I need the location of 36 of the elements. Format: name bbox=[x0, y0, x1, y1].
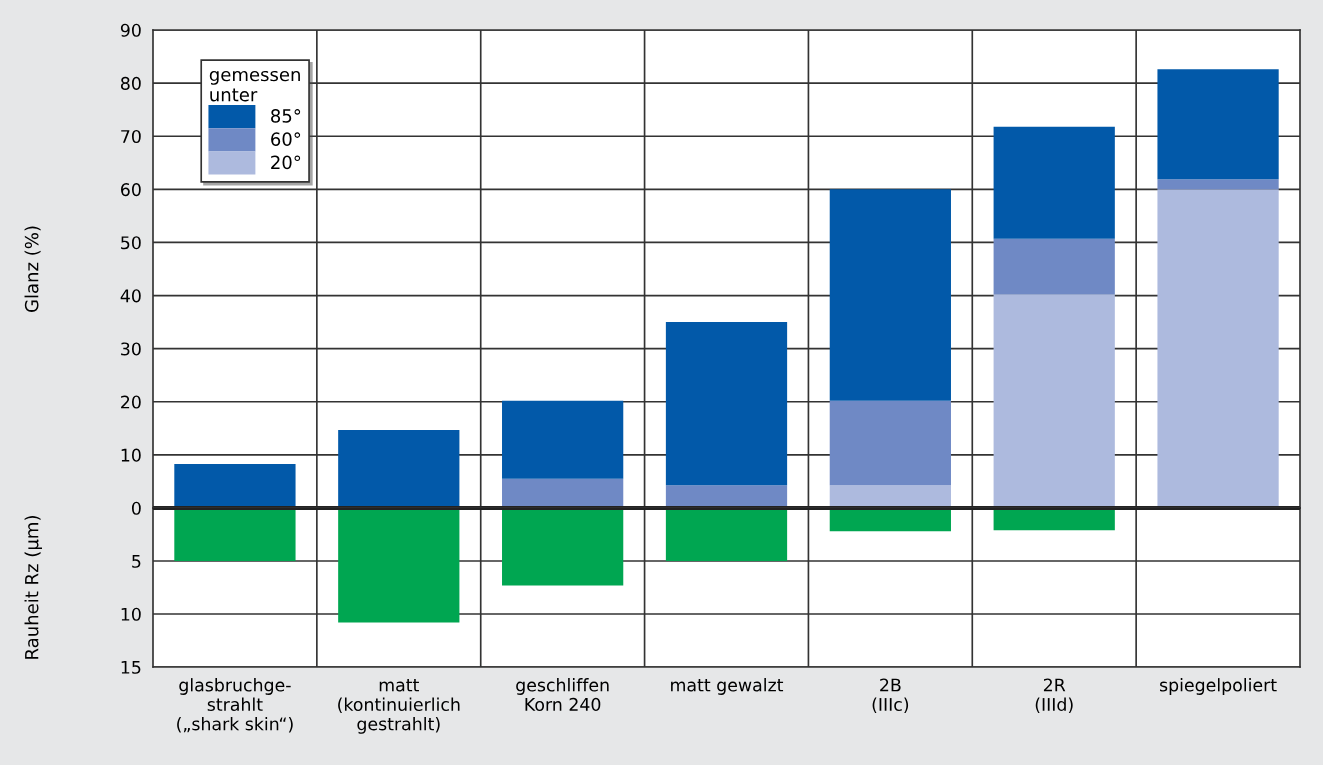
x-tick-label: glasbruchge- strahlt („shark skin“) bbox=[177, 678, 293, 733]
bar bbox=[502, 400, 624, 479]
bar bbox=[665, 322, 788, 486]
y-tick-label: 10 bbox=[121, 448, 141, 462]
x-tick-label: geschliffen Korn 240 bbox=[516, 678, 609, 711]
legend-label: 60° bbox=[271, 132, 301, 146]
y-axis-title: Glanz (%) bbox=[24, 226, 41, 312]
x-tick-label: matt gewalzt bbox=[671, 678, 784, 695]
y-tick-label: 5 bbox=[132, 554, 141, 568]
bar bbox=[993, 508, 1115, 531]
bar bbox=[1157, 179, 1279, 190]
bar bbox=[993, 238, 1115, 295]
bar bbox=[1157, 189, 1279, 508]
y-tick-label: 10 bbox=[121, 607, 141, 621]
x-tick-label: spiegelpoliert bbox=[1160, 678, 1277, 695]
x-tick-label: 2R (IIId) bbox=[1035, 678, 1073, 714]
bar bbox=[1157, 69, 1279, 180]
y-tick-label: 20 bbox=[121, 395, 141, 409]
x-tick-label: 2B (IIIc) bbox=[872, 678, 909, 714]
x-tick-label: matt (kontinuierlich gestrahlt) bbox=[338, 679, 460, 734]
bar bbox=[829, 400, 951, 486]
y-tick-label: 80 bbox=[120, 76, 141, 90]
bar bbox=[993, 126, 1115, 239]
y-tick-label: 30 bbox=[121, 342, 141, 356]
y-tick-label: 70 bbox=[121, 129, 141, 144]
y-tick-label: 40 bbox=[120, 289, 141, 303]
y-tick-label: 15 bbox=[121, 660, 141, 674]
y-tick-label: 90 bbox=[120, 23, 141, 37]
y-tick-label: 60 bbox=[121, 183, 141, 197]
legend-label: 20° bbox=[271, 155, 301, 170]
legend-label: 85° bbox=[271, 109, 301, 123]
y-tick-label: 0 bbox=[131, 501, 141, 515]
y-axis-title: Rauheit Rz (µm) bbox=[24, 516, 42, 659]
y-tick-label: 50 bbox=[121, 236, 141, 250]
bar bbox=[829, 189, 951, 401]
legend-title: gemessen unter bbox=[209, 70, 300, 102]
